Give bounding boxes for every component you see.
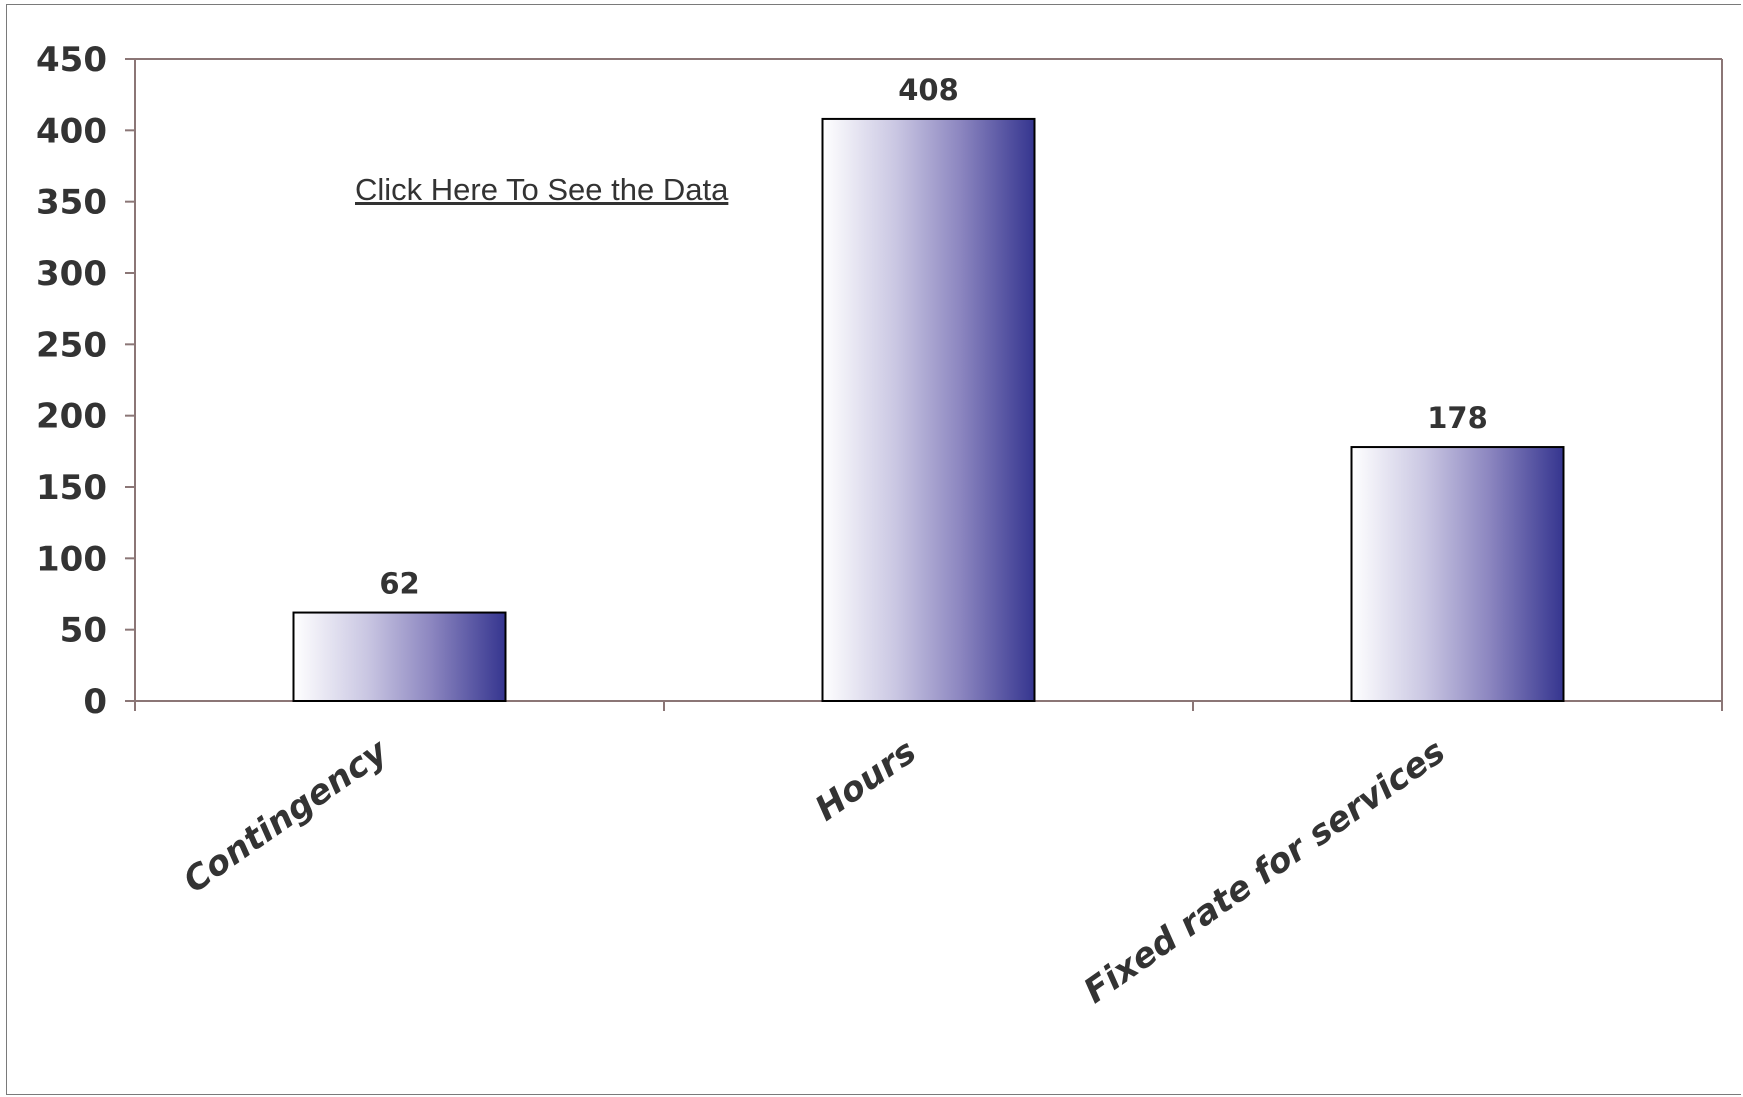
y-tick-label: 150: [36, 468, 107, 508]
data-label: 62: [379, 567, 419, 601]
bar-fixed-rate-for-services: [1350, 446, 1565, 703]
y-tick-label: 350: [36, 183, 107, 223]
y-tick-label: 400: [36, 111, 107, 151]
data-label: 408: [898, 73, 959, 107]
x-category-label: Contingency: [176, 731, 396, 902]
bar-contingency: [292, 611, 507, 703]
y-tick-label: 200: [36, 397, 107, 437]
bar-hours: [821, 117, 1036, 703]
see-data-link[interactable]: Click Here To See the Data: [355, 172, 729, 207]
data-label: 178: [1427, 401, 1488, 435]
y-tick-label: 100: [36, 539, 107, 579]
x-category-label: Fixed rate for services: [1077, 732, 1453, 1012]
y-tick-label: 250: [36, 325, 107, 365]
y-tick-label: 450: [36, 40, 107, 80]
plot-area: 0 50 100 150 200 250 300 350 400 450 62 Contingency…: [36, 40, 1723, 1012]
y-tick-label: 300: [36, 254, 107, 294]
y-tick-label: 0: [83, 682, 107, 722]
y-tick-label: 50: [60, 611, 107, 651]
x-category-label: Hours: [808, 732, 924, 830]
